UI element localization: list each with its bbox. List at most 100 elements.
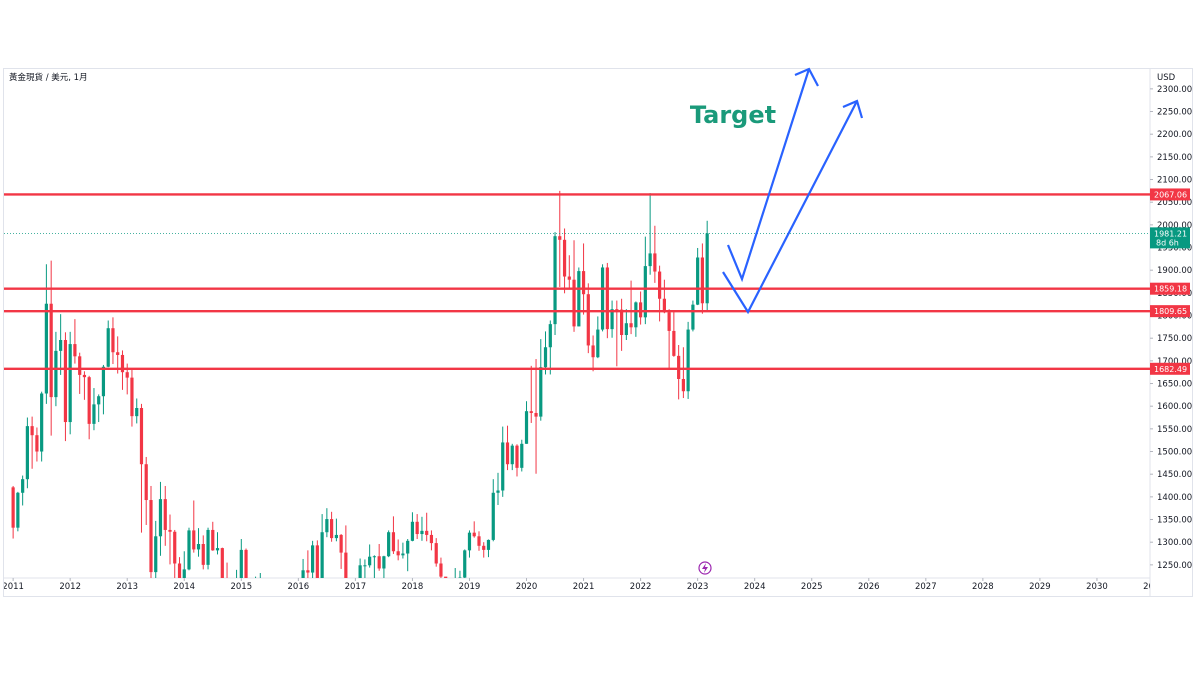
plot-area: [4, 190, 1150, 651]
candle-body: [677, 355, 681, 379]
candle-body: [44, 303, 48, 394]
candle-body: [363, 565, 367, 567]
candle-body: [244, 549, 248, 578]
candle-body: [543, 347, 548, 368]
candle-body: [101, 366, 106, 397]
x-tick-label: 2029: [1029, 582, 1051, 592]
x-tick-label: 2011: [2, 582, 24, 592]
arrow-head: [794, 67, 819, 87]
candle-body: [605, 267, 609, 330]
candle-body: [315, 545, 319, 578]
candle-body: [629, 323, 633, 328]
candle-body: [201, 544, 205, 565]
event-icon-bolt: [702, 563, 708, 573]
last-price-label: 1981.21: [1154, 229, 1187, 238]
candle-body: [163, 499, 167, 530]
candle-body: [206, 529, 210, 565]
candle-body: [529, 411, 533, 413]
candle-body: [92, 404, 96, 424]
y-tick-label: 2300.00: [1157, 85, 1192, 95]
candle-body: [639, 302, 643, 318]
candle-body: [477, 536, 481, 546]
candle-body: [691, 304, 695, 330]
y-tick-label: 1900.00: [1157, 266, 1192, 276]
candle-body: [358, 565, 362, 578]
candle-body: [11, 487, 15, 528]
x-tick-label: 2024: [744, 582, 766, 592]
level-label: 1859.18: [1154, 285, 1187, 294]
x-tick-label: 2021: [573, 582, 595, 592]
candle-body: [377, 556, 381, 569]
candle-body: [297, 625, 300, 651]
y-tick-label: 1700.00: [1157, 357, 1192, 367]
candle-body: [572, 279, 576, 327]
candle-body: [653, 253, 657, 272]
candle-body: [278, 618, 281, 626]
candle-body: [273, 618, 276, 635]
candle-body: [63, 340, 68, 423]
candle-body: [135, 408, 139, 417]
y-tick-label: 2100.00: [1157, 176, 1192, 186]
y-tick-label: 1500.00: [1157, 448, 1192, 458]
candle-body: [182, 569, 186, 578]
candle-body: [211, 529, 215, 551]
candle-body: [586, 294, 590, 346]
x-tick-label: 2014: [173, 582, 195, 592]
candle-body: [320, 532, 324, 578]
y-tick-label: 1550.00: [1157, 425, 1192, 435]
candle-body: [491, 492, 495, 540]
candle-body: [130, 377, 134, 417]
arrow-head: [842, 99, 864, 119]
candle-body: [73, 344, 77, 357]
candle-body: [329, 519, 334, 539]
projection-arrow: [726, 68, 811, 283]
candle-body: [187, 530, 191, 570]
candle-body: [344, 552, 348, 578]
candle-body: [54, 350, 58, 398]
y-tick-label: 1600.00: [1157, 402, 1192, 412]
candle-body: [158, 499, 163, 537]
candle-body: [177, 563, 182, 578]
level-box: [1150, 305, 1190, 318]
candle-body: [168, 529, 172, 532]
candle-body: [68, 344, 72, 423]
candle-body: [372, 556, 376, 558]
candle-body: [539, 367, 543, 417]
candle-body: [620, 309, 624, 336]
x-tick-label: 2022: [630, 582, 652, 592]
candle-body: [467, 532, 472, 551]
x-tick-label: 2023: [687, 582, 709, 592]
candle-body: [391, 532, 396, 552]
candle-body: [515, 445, 519, 468]
candle-body: [349, 600, 352, 612]
candle-body: [40, 393, 44, 452]
y-tick-label: 2000.00: [1157, 221, 1192, 231]
candle-body: [686, 329, 690, 392]
level-label: 1682.49: [1154, 365, 1187, 374]
y-tick-label: 1350.00: [1157, 516, 1192, 526]
candle-body: [16, 492, 20, 528]
candle-body: [301, 570, 305, 578]
annotation-text: Target: [690, 101, 776, 129]
candle-body: [501, 442, 505, 491]
candle-body: [116, 352, 120, 355]
candle-body: [434, 543, 438, 564]
candle-body: [106, 328, 110, 367]
candle-body: [700, 257, 704, 304]
candle-body: [420, 530, 424, 535]
candle-body: [410, 521, 415, 541]
countdown-label: 8d 6h: [1156, 238, 1179, 247]
y-tick-label: 1950.00: [1157, 244, 1192, 254]
x-tick-label: 2025: [801, 582, 823, 592]
y-tick-label: 2250.00: [1157, 108, 1192, 118]
x-tick-label: 2013: [116, 582, 138, 592]
candle-body: [425, 530, 429, 535]
time-axis: 2011 2012 2013 2014 2015 2016 2017 2018 2019 2020…: [2, 578, 1150, 592]
candle-body: [192, 530, 196, 550]
candle-body: [49, 303, 53, 398]
candle-body: [429, 534, 434, 544]
candle-body: [696, 257, 700, 305]
candle-body: [482, 545, 486, 550]
candle-body: [553, 236, 557, 325]
candle-body: [154, 536, 158, 573]
